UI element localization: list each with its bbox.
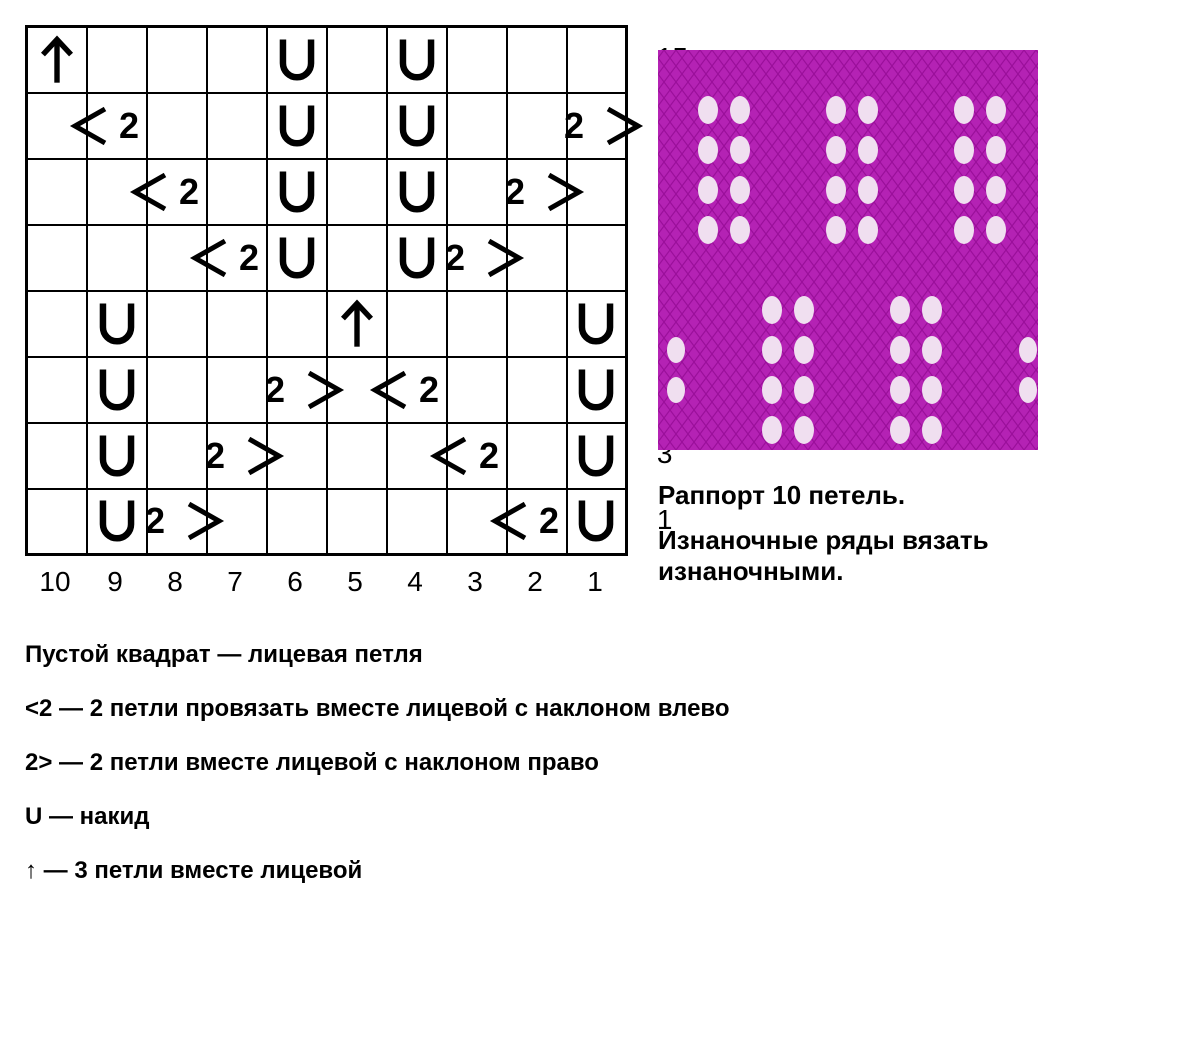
chart-cell xyxy=(567,489,627,555)
chart-cell xyxy=(567,27,627,93)
chart-cell xyxy=(27,291,87,357)
chart-cell xyxy=(27,489,87,555)
col-label: 2 xyxy=(505,566,565,598)
svg-text:2: 2 xyxy=(419,369,439,410)
chart-cell xyxy=(567,291,627,357)
chart-cell xyxy=(267,159,327,225)
col-label: 6 xyxy=(265,566,325,598)
col-label: 9 xyxy=(85,566,145,598)
chart-cell: 2 xyxy=(267,357,327,423)
pattern-notes: Раппорт 10 петель. Изнаночные ряды вязат… xyxy=(658,480,1175,587)
chart-cell xyxy=(567,357,627,423)
svg-text:2: 2 xyxy=(539,500,559,541)
chart-cell: 2 xyxy=(207,423,267,489)
chart-cell xyxy=(27,27,87,93)
chart-cell xyxy=(207,291,267,357)
chart-cell xyxy=(87,225,147,291)
col-label: 8 xyxy=(145,566,205,598)
chart-cell xyxy=(387,489,447,555)
chart-cell xyxy=(447,27,507,93)
svg-text:2: 2 xyxy=(564,105,584,146)
svg-text:2: 2 xyxy=(479,435,499,476)
chart-cell xyxy=(327,225,387,291)
chart-cell xyxy=(87,423,147,489)
col-labels: 10987654321 xyxy=(25,566,628,598)
svg-text:2: 2 xyxy=(145,500,165,541)
chart-cell xyxy=(267,225,327,291)
legend-k2tog: 2> — 2 петли вместе лицевой с наклоном п… xyxy=(25,749,1175,777)
chart-cell xyxy=(87,291,147,357)
legend-yo: U — накид xyxy=(25,803,1175,831)
chart-cell: 2 xyxy=(147,159,207,225)
svg-text:2: 2 xyxy=(205,435,225,476)
chart-cell xyxy=(327,27,387,93)
chart-cell: 2 xyxy=(507,489,567,555)
chart-cell xyxy=(387,93,447,159)
chart-cell: 2 xyxy=(387,357,447,423)
chart-cell xyxy=(567,423,627,489)
legend-empty: Пустой квадрат — лицевая петля xyxy=(25,641,1175,669)
svg-text:2: 2 xyxy=(445,237,465,278)
chart-cell xyxy=(447,93,507,159)
chart-cell xyxy=(387,27,447,93)
legend-3tog: ↑ — 3 петли вместе лицевой xyxy=(25,857,1175,885)
chart-cell xyxy=(267,27,327,93)
svg-text:2: 2 xyxy=(505,171,525,212)
chart-cell xyxy=(387,159,447,225)
chart-cell xyxy=(267,93,327,159)
chart-cell: 2 xyxy=(147,489,207,555)
chart-cell xyxy=(327,291,387,357)
chart-cell xyxy=(147,357,207,423)
chart-cell xyxy=(267,489,327,555)
col-label: 10 xyxy=(25,566,85,598)
symbol-legend: Пустой квадрат — лицевая петля <2 — 2 пе… xyxy=(25,641,1175,885)
col-label: 4 xyxy=(385,566,445,598)
svg-text:2: 2 xyxy=(179,171,199,212)
chart-cell xyxy=(507,27,567,93)
chart-cell xyxy=(147,27,207,93)
chart-cell xyxy=(147,291,207,357)
chart-cell xyxy=(327,159,387,225)
row-label: 1 xyxy=(639,487,688,553)
legend-ssk: <2 — 2 петли провязать вместе лицевой с … xyxy=(25,695,1175,723)
chart-cell xyxy=(387,291,447,357)
note-wrongside: Изнаночные ряды вязать изнаночными. xyxy=(658,525,1175,587)
chart-cell xyxy=(447,291,507,357)
svg-text:2: 2 xyxy=(119,105,139,146)
note-rapport: Раппорт 10 петель. xyxy=(658,480,1175,511)
svg-text:2: 2 xyxy=(239,237,259,278)
chart-grid: 222222222222 xyxy=(25,25,628,556)
chart-cell xyxy=(87,27,147,93)
chart-cell xyxy=(207,27,267,93)
chart-cell xyxy=(27,423,87,489)
col-label: 1 xyxy=(565,566,625,598)
chart-cell xyxy=(267,291,327,357)
chart-cell xyxy=(327,489,387,555)
chart-cell xyxy=(327,93,387,159)
chart-cell: 2 xyxy=(207,225,267,291)
chart-cell xyxy=(27,225,87,291)
chart-cell: 2 xyxy=(447,423,507,489)
chart-cell xyxy=(27,357,87,423)
chart-cell xyxy=(327,423,387,489)
chart-cell xyxy=(27,159,87,225)
svg-text:2: 2 xyxy=(265,369,285,410)
chart-cell: 2 xyxy=(87,93,147,159)
chart-cell: 2 xyxy=(567,93,627,159)
knitting-chart: 222222222222 15131197531 10987654321 xyxy=(25,25,628,598)
chart-cell xyxy=(87,357,147,423)
chart-cell xyxy=(507,291,567,357)
chart-cell xyxy=(507,357,567,423)
col-label: 3 xyxy=(445,566,505,598)
knit-photo xyxy=(658,50,1038,450)
chart-cell xyxy=(207,93,267,159)
col-label: 5 xyxy=(325,566,385,598)
chart-cell: 2 xyxy=(507,159,567,225)
chart-cell xyxy=(567,225,627,291)
chart-cell: 2 xyxy=(447,225,507,291)
col-label: 7 xyxy=(205,566,265,598)
